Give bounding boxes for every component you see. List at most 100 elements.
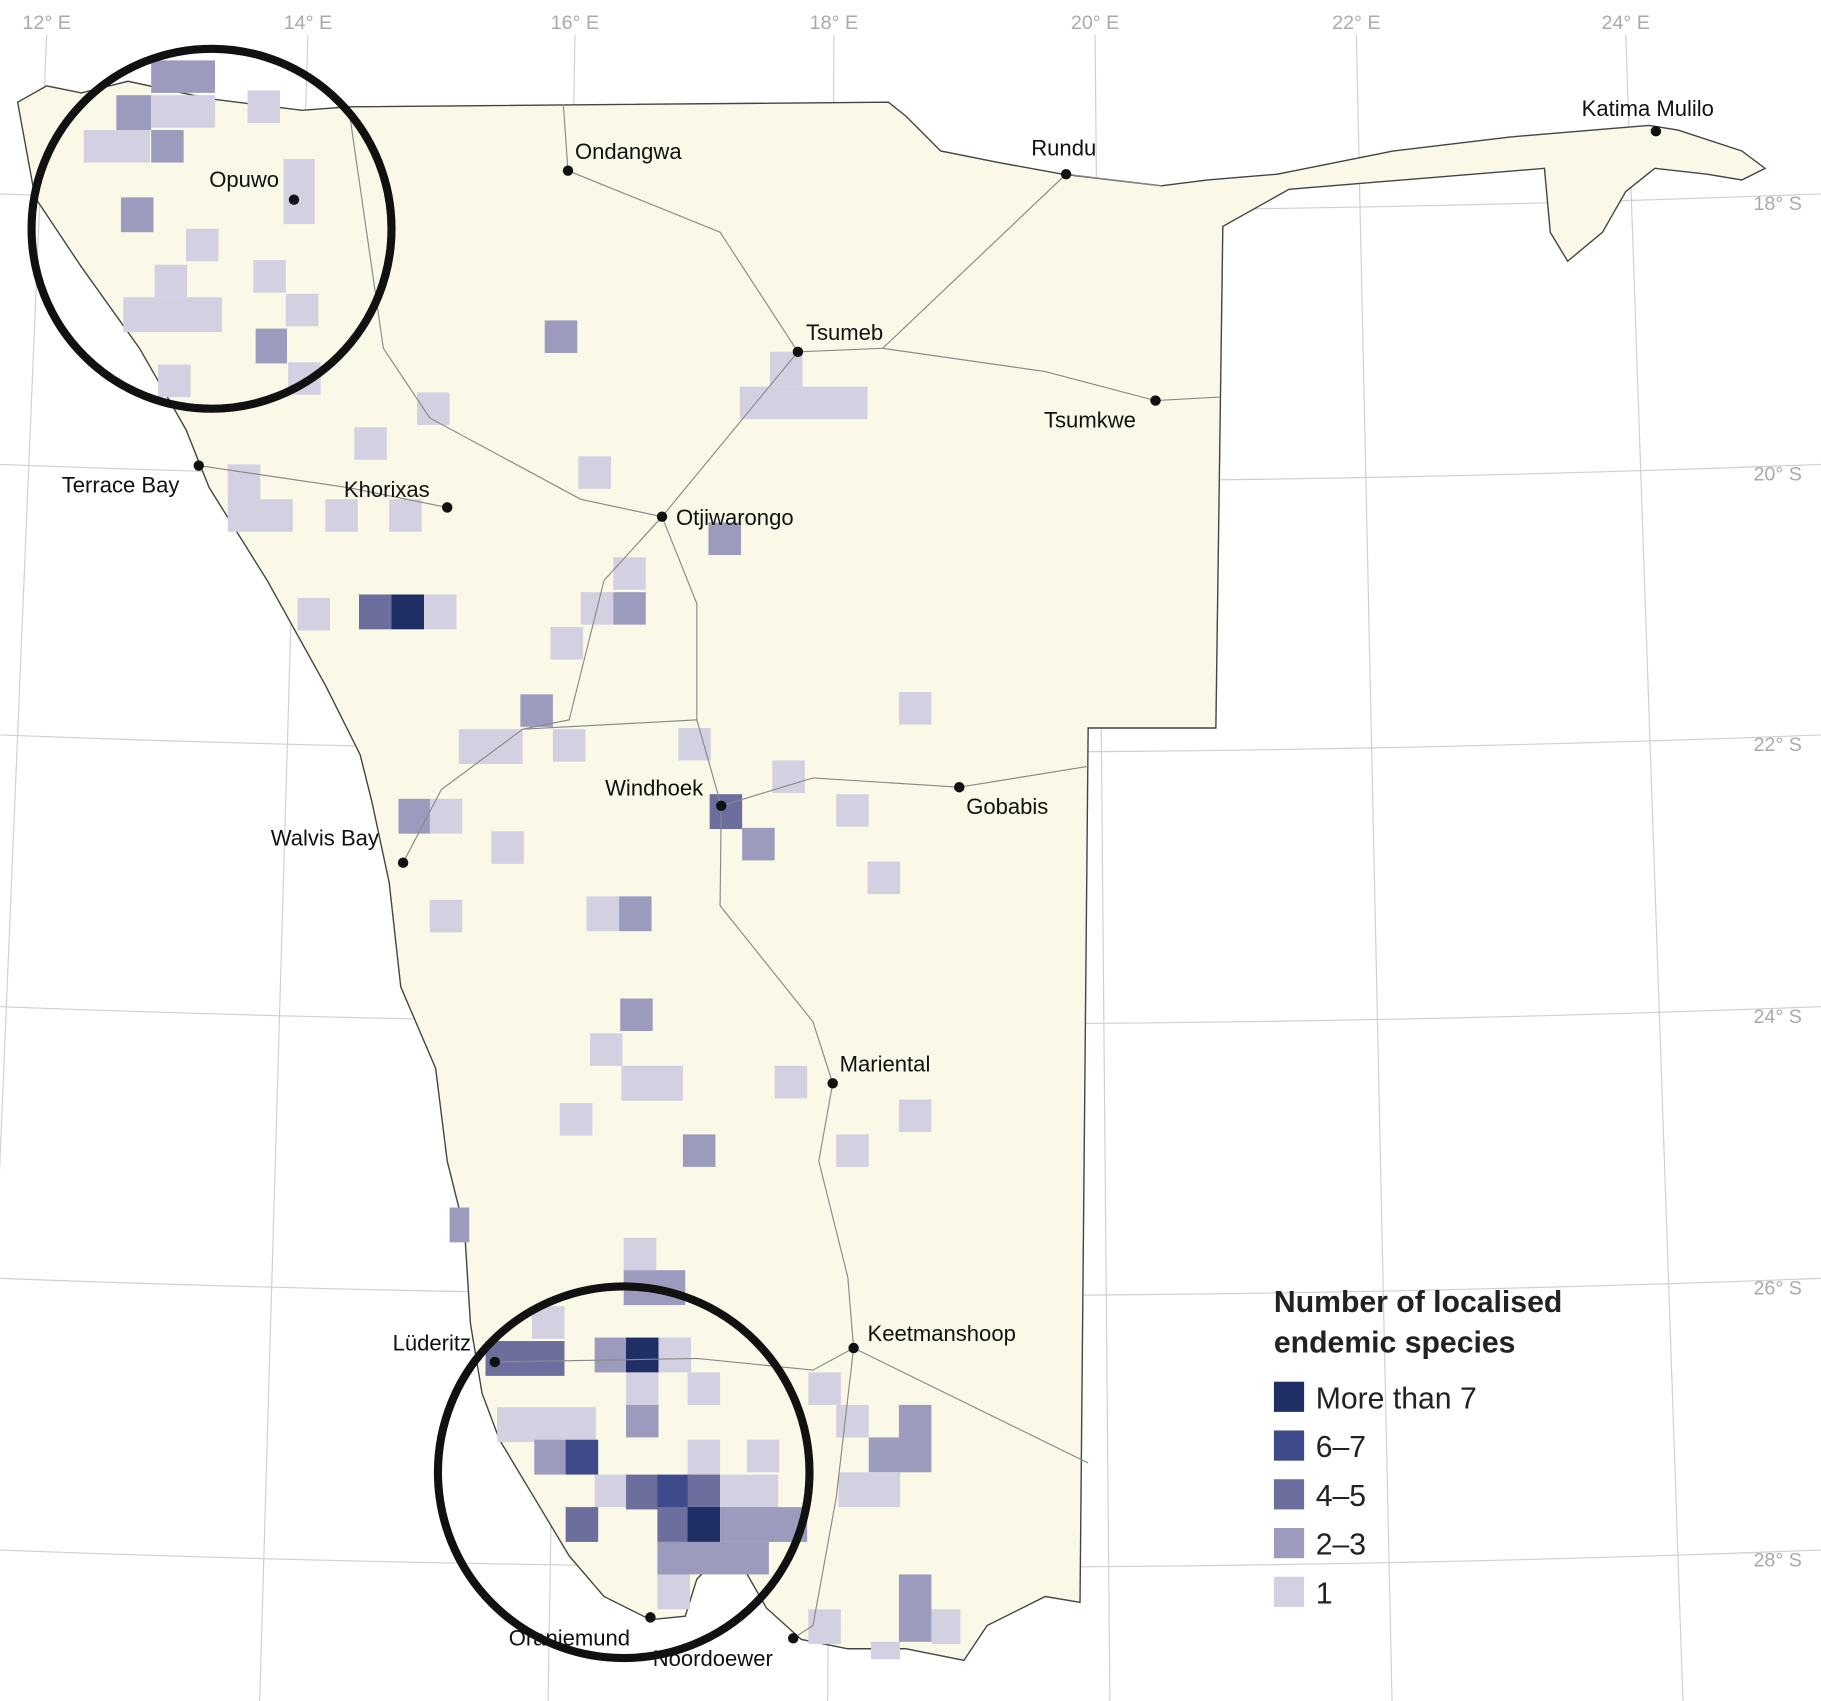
endemism-cell: [116, 95, 152, 131]
road: [522, 516, 663, 730]
legend-label: 6–7: [1316, 1431, 1366, 1464]
endemism-cell: [429, 899, 463, 933]
endemism-cell: [391, 594, 425, 630]
endemism-cell: [158, 364, 191, 398]
towns: Ondangwa Rundu Katima Mulilo Opuwo Tsumeb Tsu…: [62, 96, 1714, 1671]
town-dot: [1060, 168, 1072, 180]
endemism-cell: [559, 1103, 593, 1136]
endemism-cell: [682, 1134, 716, 1167]
endemism-cell: [626, 1474, 659, 1510]
endemism-cell: [657, 1574, 690, 1610]
longitude-label: 20° E: [1071, 12, 1119, 34]
latitude-label: 28° S: [1753, 1549, 1801, 1571]
endemism-cell: [838, 1472, 901, 1508]
endemism-cell: [358, 594, 392, 630]
longitude-label: 18° E: [810, 12, 858, 34]
road: [721, 765, 1089, 807]
endemism-cell: [868, 1437, 902, 1473]
endemism-cell: [626, 1404, 659, 1438]
endemism-cell: [774, 1065, 808, 1099]
town-dot: [792, 346, 804, 358]
endemism-cell: [808, 1372, 841, 1405]
endemism-cell: [621, 1065, 683, 1101]
town-label: Tsumkwe: [1044, 407, 1136, 432]
town-dot: [788, 1633, 799, 1644]
town-label: Lüderitz: [393, 1330, 471, 1355]
road: [797, 173, 1162, 353]
endemism-cell: [354, 427, 387, 460]
endemism-cell: [687, 1541, 769, 1575]
latitude-label: 22° S: [1753, 734, 1801, 756]
endemism-cell: [746, 1439, 780, 1473]
endemism-cell: [565, 1507, 599, 1542]
coordinate-labels: 12° E 14° E 16° E 18° E 20° E 22° E 24° E 18° S…: [22, 12, 1801, 1571]
road: [402, 719, 697, 863]
roads: [198, 104, 1220, 1639]
town-dot: [848, 1342, 859, 1354]
endemism-cell: [619, 896, 652, 932]
legend-label: More than 7: [1316, 1382, 1477, 1415]
latitude-label: 26° S: [1753, 1278, 1801, 1300]
town-dot: [827, 1078, 838, 1089]
town-label: Mariental: [840, 1052, 931, 1077]
endemism-cell: [497, 1407, 596, 1443]
town-dot: [954, 781, 965, 793]
endemism-cell: [739, 386, 868, 420]
endemism-cell: [687, 1372, 721, 1405]
endemism-cell: [550, 626, 584, 660]
endemism-cell: [227, 499, 293, 532]
endemism-cell: [297, 597, 330, 631]
endemism-cell: [836, 1404, 869, 1438]
town-dot: [441, 502, 453, 513]
endemism-cell: [720, 1474, 779, 1510]
endemism-cell: [520, 694, 553, 727]
legend-swatch: [1273, 1527, 1305, 1559]
legend-swatch: [1273, 1430, 1305, 1461]
endemism-cell: [227, 464, 261, 500]
endemism-cell: [398, 798, 431, 834]
endemism-cell: [626, 1337, 659, 1373]
endemism-cell: [687, 1507, 721, 1542]
endemism-cell: [120, 197, 154, 233]
town-dot: [288, 194, 300, 205]
meridian: [1625, 34, 1684, 1701]
endemism-cell: [620, 998, 653, 1032]
town-dot: [397, 857, 409, 868]
endemism-cell: [586, 896, 620, 932]
endemism-cell: [590, 1033, 623, 1066]
endemism-cell: [151, 130, 184, 163]
town-label: Otjiwarongo: [676, 505, 794, 530]
endemism-cell: [283, 159, 315, 225]
endemism-cell: [623, 1237, 657, 1271]
endemism-cell: [613, 592, 646, 625]
endemism-cell: [931, 1609, 961, 1645]
endemism-cell: [83, 130, 150, 163]
town-dot: [656, 511, 668, 522]
endemism-cell: [657, 1507, 690, 1542]
town-dot: [489, 1356, 501, 1368]
endemism-cell: [687, 1474, 721, 1510]
endemism-cell: [151, 95, 216, 128]
town-label: Ondangwa: [575, 139, 682, 164]
endemism-cell: [565, 1439, 599, 1475]
endemism-cell: [424, 594, 457, 630]
highlight-circle: [27, 44, 396, 413]
legend-label: 1: [1316, 1577, 1333, 1610]
legend-title: endemic species: [1274, 1327, 1516, 1360]
road: [198, 465, 448, 508]
town-dot: [562, 165, 574, 176]
endemism-cell: [898, 1099, 932, 1133]
endemism-cell: [770, 351, 803, 387]
endemism-cell: [836, 794, 869, 827]
latitude-label: 24° S: [1753, 1006, 1801, 1028]
meridian: [1355, 34, 1393, 1701]
endemism-cell: [871, 1641, 901, 1660]
endemism-cell: [898, 692, 932, 725]
town-dot: [716, 800, 727, 812]
legend-swatch: [1273, 1576, 1305, 1607]
endemism-cell: [708, 522, 741, 556]
endemism-cell: [594, 1337, 628, 1373]
endemism-cell: [687, 1439, 721, 1475]
